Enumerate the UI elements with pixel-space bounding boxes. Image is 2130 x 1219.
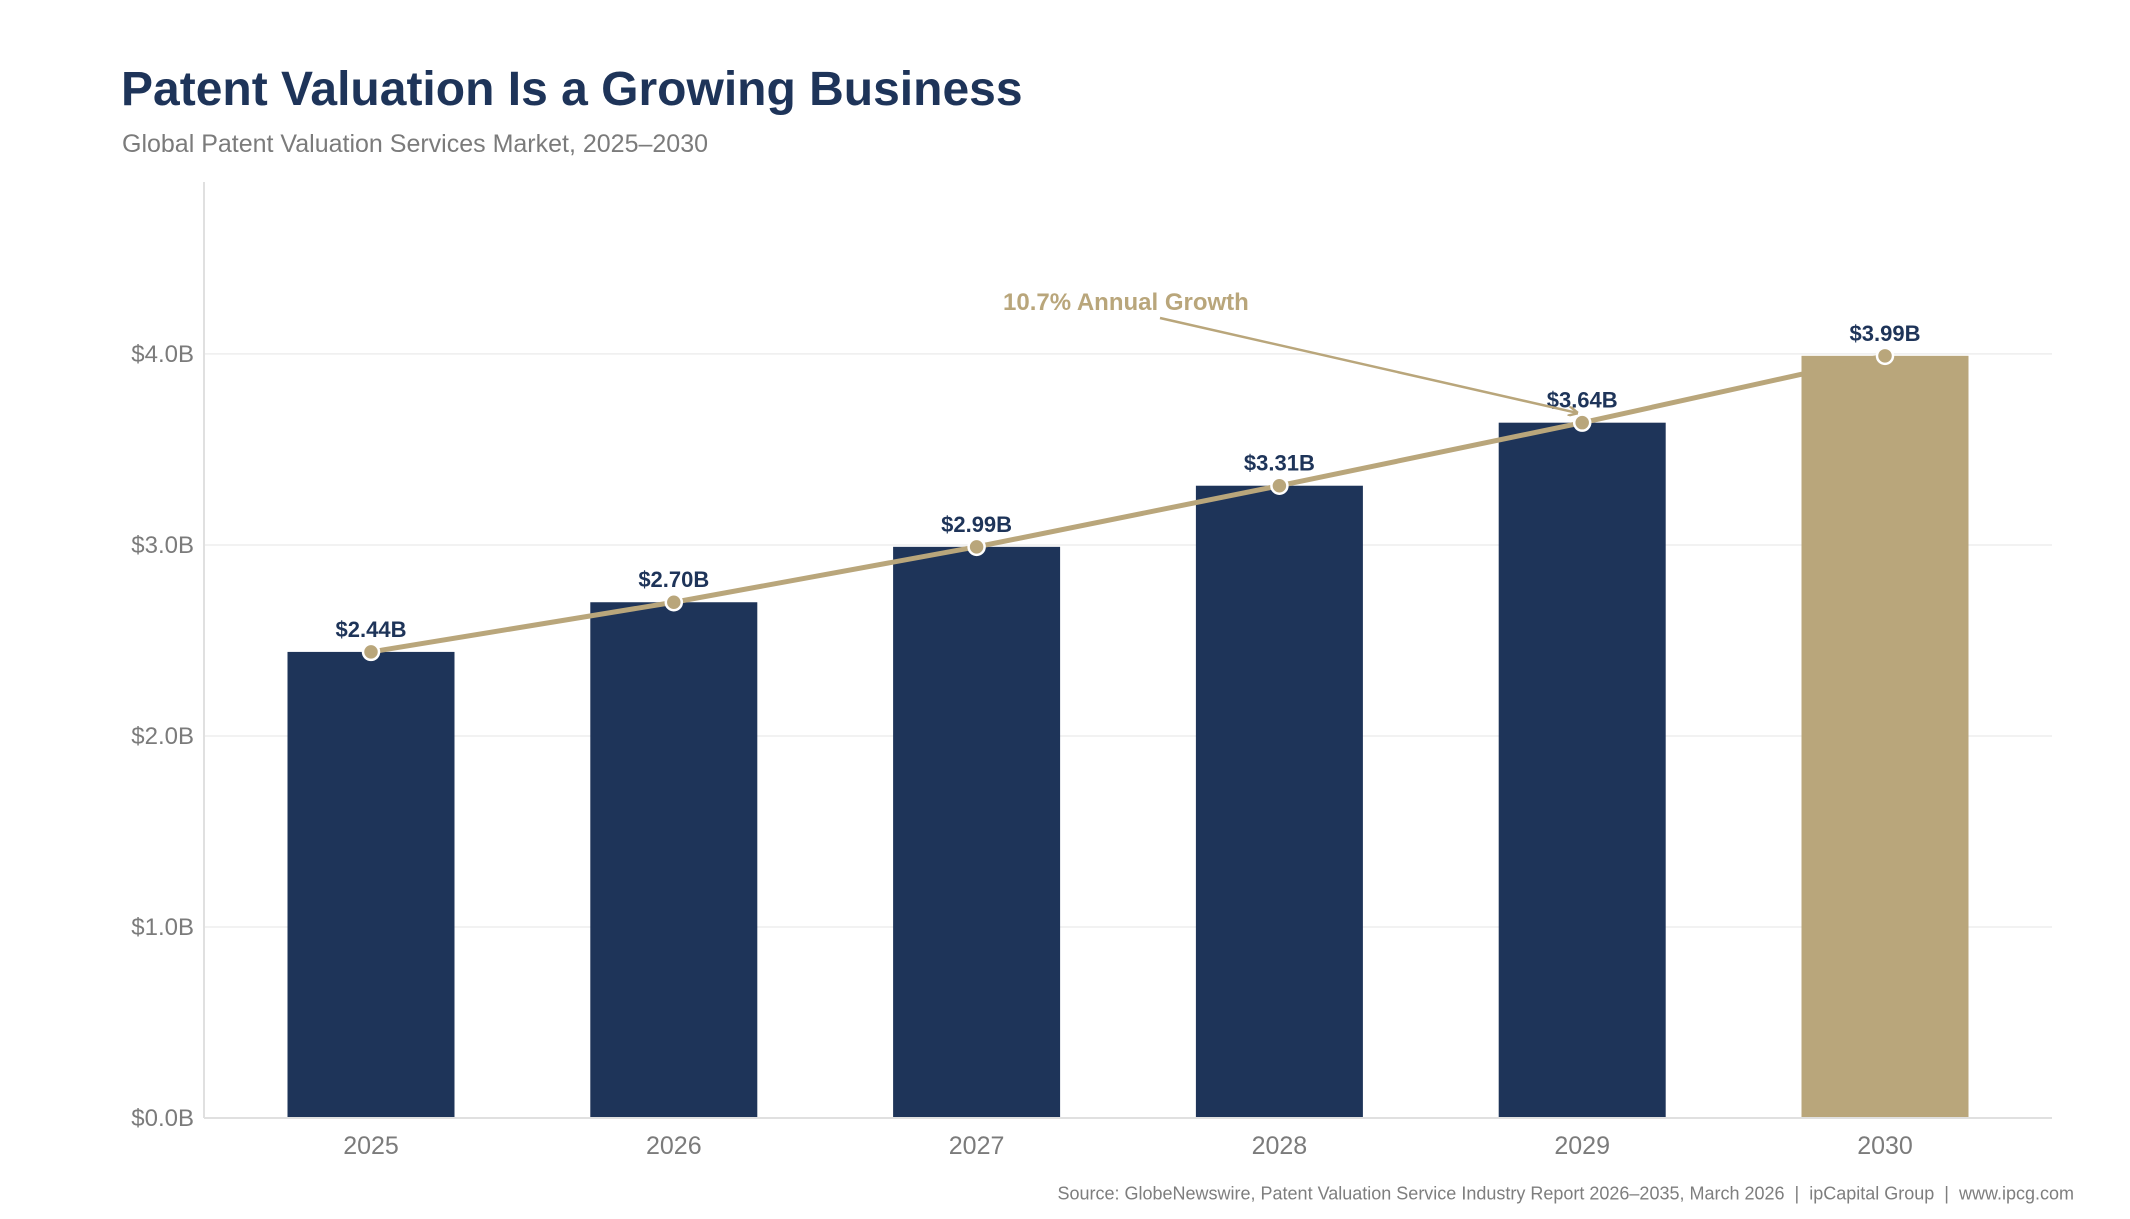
trend-marker — [1875, 346, 1895, 366]
trend-line — [370, 353, 1886, 655]
x-tick-label: 2029 — [1554, 1132, 1610, 1160]
y-tick-label: $2.0B — [131, 723, 194, 750]
bars — [287, 355, 1969, 1119]
trend-marker — [1572, 413, 1592, 432]
x-tick-label: 2027 — [949, 1132, 1005, 1160]
trend-marker — [664, 592, 684, 612]
growth-annotation-text: 10.7% Annual Growth — [1003, 289, 1249, 316]
value-label: $3.31B — [1244, 451, 1315, 476]
y-tick-label: $0.0B — [131, 1105, 194, 1132]
x-tick-label: 2030 — [1857, 1132, 1913, 1160]
trend-marker — [967, 537, 986, 557]
x-tick-label: 2028 — [1252, 1132, 1308, 1160]
annotation-group: 10.7% Annual Growth — [1003, 289, 1576, 413]
y-tick-label: $4.0B — [131, 341, 194, 368]
value-label: $2.70B — [638, 567, 709, 592]
y-tick-label: $3.0B — [131, 532, 194, 559]
bar — [287, 651, 455, 1118]
source-note: Source: GlobeNewswire, Patent Valuation … — [1057, 1183, 2074, 1204]
gridlines — [204, 353, 2052, 928]
value-label: $2.44B — [336, 617, 407, 642]
y-tick-label: $1.0B — [131, 914, 194, 941]
chart-subtitle: Global Patent Valuation Services Market,… — [122, 130, 709, 158]
x-tick-label: 2026 — [646, 1132, 702, 1160]
chart-title: Patent Valuation Is a Growing Business — [121, 63, 1023, 116]
bar-highlight — [1801, 355, 1969, 1118]
value-label: $2.99B — [941, 512, 1012, 537]
annotation-arrow — [1159, 316, 1576, 413]
bar — [1195, 485, 1363, 1119]
value-label: $3.99B — [1850, 321, 1921, 346]
data-labels: $2.44B$2.70B$2.99B$3.31B$3.64B$3.99B — [336, 321, 1921, 642]
x-tick-label: 2025 — [343, 1132, 399, 1160]
bar — [1498, 422, 1666, 1119]
bar — [893, 546, 1061, 1118]
trend-marker — [361, 642, 381, 662]
trend-line-group — [361, 346, 1895, 662]
axes: $0.0B $1.0B $2.0B $3.0B $4.0B 2025 2026 2027 202… — [131, 182, 2052, 1160]
trend-marker — [1270, 476, 1289, 495]
bar — [590, 602, 758, 1118]
